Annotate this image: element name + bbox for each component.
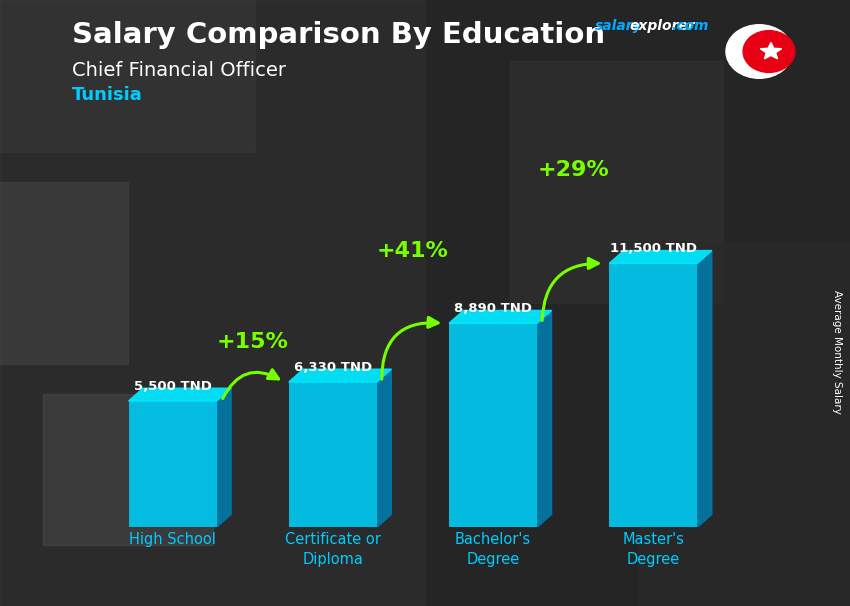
Polygon shape bbox=[217, 388, 231, 527]
Bar bbox=[0, 0, 425, 606]
Text: +29%: +29% bbox=[537, 160, 609, 180]
FancyArrowPatch shape bbox=[223, 370, 279, 399]
FancyArrowPatch shape bbox=[382, 318, 438, 379]
Circle shape bbox=[743, 31, 795, 72]
Bar bbox=[128, 401, 217, 527]
Polygon shape bbox=[289, 369, 391, 382]
Bar bbox=[289, 382, 377, 527]
Bar bbox=[425, 0, 850, 606]
Text: Tunisia: Tunisia bbox=[72, 86, 143, 104]
Bar bbox=[638, 242, 850, 606]
Polygon shape bbox=[760, 42, 782, 59]
FancyArrowPatch shape bbox=[542, 258, 598, 321]
Text: Average Monthly Salary: Average Monthly Salary bbox=[832, 290, 842, 413]
Text: .com: .com bbox=[672, 19, 709, 33]
Text: 5,500 TND: 5,500 TND bbox=[133, 380, 212, 393]
Bar bbox=[510, 61, 722, 303]
Polygon shape bbox=[377, 369, 391, 527]
Bar bbox=[449, 323, 537, 527]
Text: +41%: +41% bbox=[377, 241, 449, 261]
Bar bbox=[0, 182, 128, 364]
Polygon shape bbox=[537, 310, 552, 527]
Bar bbox=[0, 0, 255, 152]
Circle shape bbox=[726, 25, 792, 78]
Bar bbox=[42, 394, 212, 545]
Text: explorer: explorer bbox=[629, 19, 694, 33]
Polygon shape bbox=[128, 388, 231, 401]
Text: +15%: +15% bbox=[217, 332, 289, 352]
Polygon shape bbox=[609, 250, 711, 264]
Text: 8,890 TND: 8,890 TND bbox=[454, 302, 532, 315]
Bar bbox=[609, 264, 697, 527]
Polygon shape bbox=[697, 250, 711, 527]
Text: salary: salary bbox=[595, 19, 643, 33]
Text: 6,330 TND: 6,330 TND bbox=[294, 361, 372, 374]
Polygon shape bbox=[449, 310, 552, 323]
Text: Salary Comparison By Education: Salary Comparison By Education bbox=[72, 21, 605, 49]
Text: 11,500 TND: 11,500 TND bbox=[609, 242, 697, 255]
Text: Chief Financial Officer: Chief Financial Officer bbox=[72, 61, 286, 79]
